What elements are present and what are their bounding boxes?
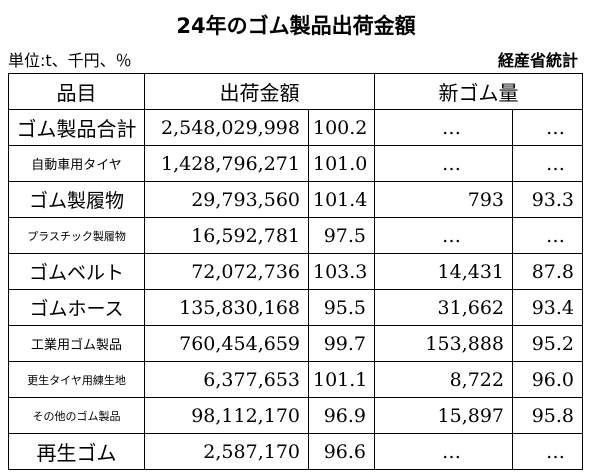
row-amount: 16,592,781 xyxy=(144,217,309,254)
table-row: 再生ゴム 2,587,170 96.6 … … xyxy=(8,433,583,470)
row-amount: 98,112,170 xyxy=(144,397,309,434)
row-name: ゴムホース xyxy=(8,289,145,326)
row-amount: 29,793,560 xyxy=(144,181,309,218)
table-row: ゴム製履物 29,793,560 101.4 793 93.3 xyxy=(8,181,583,218)
row-rubber-ratio: … xyxy=(512,433,583,470)
row-rubber: 15,897 xyxy=(374,397,513,434)
row-rubber-ratio: 95.2 xyxy=(512,325,583,362)
row-rubber-ratio: … xyxy=(512,145,583,182)
row-name: ゴム製品合計 xyxy=(8,109,145,146)
row-rubber-ratio: 93.3 xyxy=(512,181,583,218)
row-amount: 6,377,653 xyxy=(144,361,309,398)
row-name: 工業用ゴム製品 xyxy=(8,325,145,362)
table-row: ゴム製品合計 2,548,029,998 100.2 … … xyxy=(8,109,583,146)
row-rubber: 153,888 xyxy=(374,325,513,362)
table-row: ゴムホース 135,830,168 95.5 31,662 93.4 xyxy=(8,289,583,326)
table-row: プラスチック製履物 16,592,781 97.5 … … xyxy=(8,217,583,254)
row-amount: 72,072,736 xyxy=(144,253,309,290)
shipment-table: 品目 出荷金額 新ゴム量 ゴム製品合計 2,548,029,998 100.2 … xyxy=(8,73,583,470)
row-name: 再生ゴム xyxy=(8,433,145,470)
table-row: 更生タイヤ用練生地 6,377,653 101.1 8,722 96.0 xyxy=(8,361,583,398)
header-shipment: 出荷金額 xyxy=(144,73,375,110)
row-rubber: 8,722 xyxy=(374,361,513,398)
row-rubber: 31,662 xyxy=(374,289,513,326)
row-amount: 2,548,029,998 xyxy=(144,109,309,146)
row-ratio: 103.3 xyxy=(308,253,375,290)
row-rubber: … xyxy=(374,433,513,470)
row-rubber-ratio: 93.4 xyxy=(512,289,583,326)
header-rubber: 新ゴム量 xyxy=(374,73,583,110)
row-rubber-ratio: 96.0 xyxy=(512,361,583,398)
row-ratio: 96.9 xyxy=(308,397,375,434)
row-rubber: … xyxy=(374,109,513,146)
row-name: 更生タイヤ用練生地 xyxy=(8,361,145,398)
row-name: その他のゴム製品 xyxy=(8,397,145,434)
unit-note: 単位:t、千円、％ xyxy=(8,51,132,70)
row-ratio: 95.5 xyxy=(308,289,375,326)
table-row: 工業用ゴム製品 760,454,659 99.7 153,888 95.2 xyxy=(8,325,583,362)
source-label: 経産省統計 xyxy=(497,51,578,70)
row-rubber: 793 xyxy=(374,181,513,218)
row-amount: 135,830,168 xyxy=(144,289,309,326)
row-amount: 1,428,796,271 xyxy=(144,145,309,182)
row-rubber-ratio: … xyxy=(512,109,583,146)
row-name: ゴム製履物 xyxy=(8,181,145,218)
row-rubber-ratio: 87.8 xyxy=(512,253,583,290)
row-ratio: 101.4 xyxy=(308,181,375,218)
table-row: その他のゴム製品 98,112,170 96.9 15,897 95.8 xyxy=(8,397,583,434)
row-amount: 2,587,170 xyxy=(144,433,309,470)
page-title: 24年のゴム製品出荷金額 xyxy=(176,14,416,38)
table-header-row: 品目 出荷金額 新ゴム量 xyxy=(8,73,583,110)
row-rubber: … xyxy=(374,217,513,254)
row-ratio: 97.5 xyxy=(308,217,375,254)
row-name: 自動車用タイヤ xyxy=(8,145,145,182)
row-ratio: 101.1 xyxy=(308,361,375,398)
header-item: 品目 xyxy=(8,73,145,110)
row-rubber-ratio: … xyxy=(512,217,583,254)
row-rubber-ratio: 95.8 xyxy=(512,397,583,434)
row-rubber: 14,431 xyxy=(374,253,513,290)
row-ratio: 101.0 xyxy=(308,145,375,182)
row-ratio: 96.6 xyxy=(308,433,375,470)
table-row: ゴムベルト 72,072,736 103.3 14,431 87.8 xyxy=(8,253,583,290)
row-amount: 760,454,659 xyxy=(144,325,309,362)
row-ratio: 100.2 xyxy=(308,109,375,146)
row-ratio: 99.7 xyxy=(308,325,375,362)
row-rubber: … xyxy=(374,145,513,182)
row-name: ゴムベルト xyxy=(8,253,145,290)
table-row: 自動車用タイヤ 1,428,796,271 101.0 … … xyxy=(8,145,583,182)
row-name: プラスチック製履物 xyxy=(8,217,145,254)
